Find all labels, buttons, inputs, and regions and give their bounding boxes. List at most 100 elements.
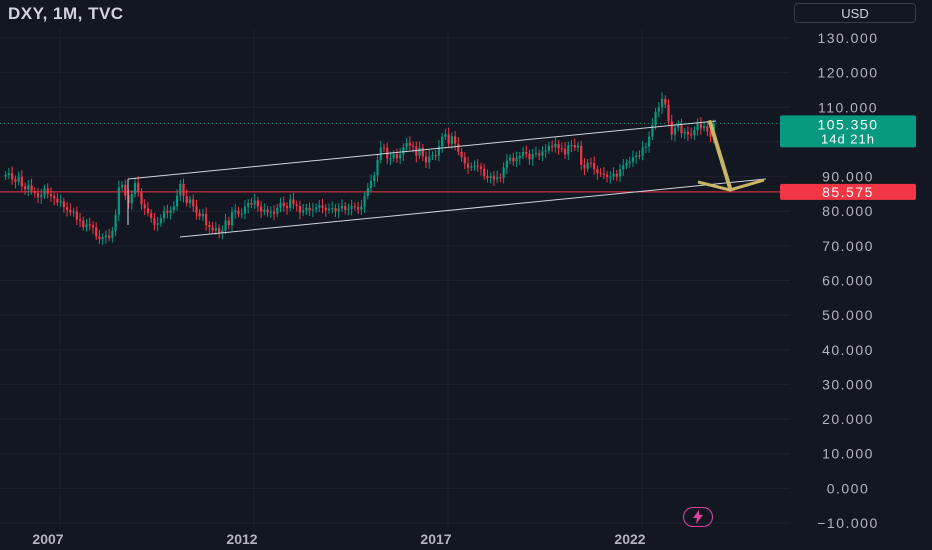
candle — [4, 171, 7, 181]
time-tick-label: 2022 — [614, 531, 645, 547]
candle — [531, 148, 534, 166]
candle — [466, 156, 470, 175]
candle — [188, 195, 192, 208]
price-tick-label: 60.000 — [822, 273, 874, 289]
candle — [515, 151, 518, 167]
currency-button[interactable]: USD — [794, 3, 916, 23]
candle — [437, 139, 441, 162]
candle — [599, 167, 602, 177]
candle — [101, 233, 104, 245]
candle — [130, 190, 133, 210]
channel-lower-line[interactable] — [179, 178, 767, 238]
bar-countdown: 14d 21h — [821, 131, 875, 146]
candle — [53, 192, 56, 206]
time-tick-label: 2017 — [420, 531, 451, 547]
candle — [344, 202, 347, 215]
candle — [289, 194, 292, 212]
candle — [108, 228, 111, 242]
candle — [373, 171, 376, 187]
price-tick-label: −10.000 — [817, 515, 879, 531]
candlestick-series — [4, 92, 715, 245]
candle — [673, 123, 677, 142]
candle — [421, 144, 424, 161]
candle — [7, 167, 11, 180]
candle — [576, 141, 580, 152]
tradingview-flash-icon[interactable] — [683, 507, 713, 527]
candle — [376, 154, 379, 183]
candle — [570, 139, 573, 152]
candle — [593, 156, 596, 175]
candle — [602, 166, 605, 180]
candle — [334, 204, 337, 218]
candle — [389, 151, 392, 166]
channel-upper-line[interactable] — [127, 120, 717, 180]
candle — [496, 170, 499, 183]
candle — [214, 221, 217, 236]
candle — [337, 203, 340, 219]
candle — [163, 206, 166, 223]
symbol-title[interactable]: DXY, 1M, TVC — [8, 4, 124, 23]
candle — [318, 200, 321, 212]
candle — [635, 151, 638, 164]
price-tick-label: 20.000 — [822, 411, 874, 427]
candle — [62, 197, 65, 213]
candle — [260, 201, 263, 219]
time-tick-label: 2012 — [226, 531, 257, 547]
candle — [651, 118, 654, 141]
candle — [140, 188, 143, 210]
candle — [104, 230, 108, 244]
candle — [98, 229, 101, 244]
price-tick-label: 90.000 — [822, 169, 874, 185]
candle — [557, 140, 560, 155]
candle — [476, 158, 479, 173]
candle — [702, 122, 706, 132]
candle — [395, 148, 399, 164]
current-price-value: 105.350 — [817, 116, 878, 132]
candle — [405, 137, 408, 151]
candle — [75, 206, 78, 226]
projection-arrow[interactable] — [697, 120, 765, 192]
candle — [156, 216, 159, 232]
candle — [444, 129, 447, 141]
candle — [353, 202, 356, 211]
candle — [95, 222, 98, 240]
time-tick-label: 2007 — [32, 531, 63, 547]
candle — [133, 177, 137, 198]
candle — [17, 171, 20, 186]
candle — [447, 127, 450, 149]
candle — [69, 203, 72, 216]
candle — [295, 200, 298, 212]
candle — [172, 201, 175, 214]
candle — [78, 212, 82, 228]
candle — [699, 116, 702, 135]
chart-drawings[interactable] — [127, 120, 767, 238]
candle — [664, 95, 667, 108]
candle — [648, 131, 651, 154]
candle — [175, 189, 179, 211]
candle — [667, 99, 670, 126]
candle — [508, 154, 512, 165]
candle — [454, 131, 457, 151]
candle — [208, 221, 211, 234]
candle — [340, 199, 344, 212]
candle — [683, 128, 686, 139]
candle — [314, 203, 318, 213]
candle — [628, 156, 631, 168]
candle — [256, 196, 259, 212]
candle — [657, 102, 660, 118]
candle — [505, 154, 508, 175]
candle — [36, 188, 40, 203]
level-price-badge — [780, 183, 916, 200]
candle — [82, 216, 85, 231]
candle — [605, 171, 609, 183]
candle — [230, 207, 234, 231]
candle — [680, 118, 683, 138]
candle — [460, 148, 463, 162]
candle — [327, 203, 331, 214]
candle — [486, 169, 489, 183]
candle — [357, 201, 360, 214]
candle — [117, 180, 120, 222]
candle — [631, 150, 635, 168]
candle — [227, 216, 230, 230]
